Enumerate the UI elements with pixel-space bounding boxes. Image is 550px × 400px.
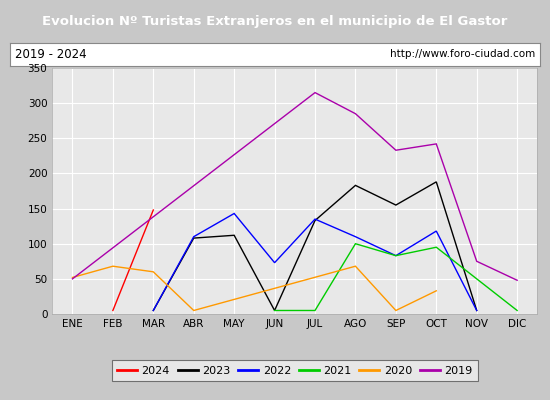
Text: 2019 - 2024: 2019 - 2024	[15, 48, 87, 61]
Legend: 2024, 2023, 2022, 2021, 2020, 2019: 2024, 2023, 2022, 2021, 2020, 2019	[112, 360, 478, 381]
Text: http://www.foro-ciudad.com: http://www.foro-ciudad.com	[389, 49, 535, 59]
Text: Evolucion Nº Turistas Extranjeros en el municipio de El Gastor: Evolucion Nº Turistas Extranjeros en el …	[42, 14, 508, 28]
